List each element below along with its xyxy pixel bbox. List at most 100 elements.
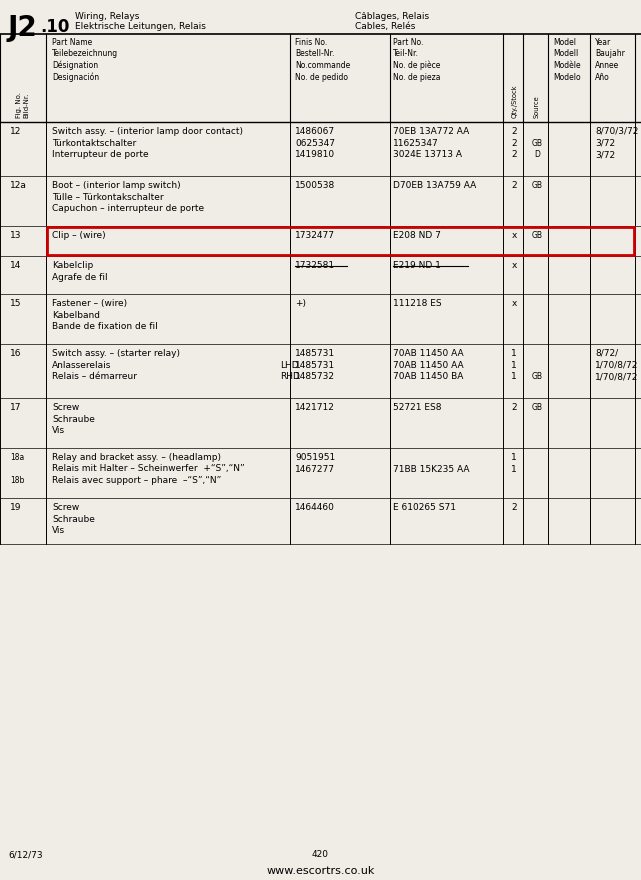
- Text: Teil-Nr.: Teil-Nr.: [393, 49, 419, 58]
- Text: 1486067: 1486067: [295, 127, 335, 136]
- Text: Relais mit Halter – Scheinwerfer  +“S”,“N”: Relais mit Halter – Scheinwerfer +“S”,“N…: [52, 465, 245, 473]
- Text: Part No.: Part No.: [393, 38, 423, 47]
- Text: Agrafe de fil: Agrafe de fil: [52, 273, 108, 282]
- Text: Bestell-Nr.: Bestell-Nr.: [295, 49, 335, 58]
- Text: .10: .10: [40, 18, 69, 36]
- Text: LHD: LHD: [280, 361, 299, 370]
- Text: Türkontaktschalter: Türkontaktschalter: [52, 138, 137, 148]
- Text: Boot – (interior lamp switch): Boot – (interior lamp switch): [52, 181, 181, 190]
- Text: GB: GB: [531, 372, 542, 381]
- Text: Relais avec support – phare  –“S”,“N”: Relais avec support – phare –“S”,“N”: [52, 476, 221, 485]
- Text: 1464460: 1464460: [295, 503, 335, 512]
- Text: 3/72: 3/72: [595, 138, 615, 148]
- Text: Désignation: Désignation: [52, 61, 98, 70]
- Text: Kabelclip: Kabelclip: [52, 261, 93, 270]
- Text: Screw: Screw: [52, 403, 79, 412]
- Text: www.escortrs.co.uk: www.escortrs.co.uk: [266, 866, 375, 876]
- Text: Modelo: Modelo: [553, 72, 581, 82]
- Text: 1: 1: [511, 361, 517, 370]
- Text: Switch assy. – (interior lamp door contact): Switch assy. – (interior lamp door conta…: [52, 127, 243, 136]
- Text: 12: 12: [10, 127, 21, 136]
- Text: Schraube: Schraube: [52, 414, 95, 423]
- Text: 12a: 12a: [10, 181, 27, 190]
- Text: Kabelband: Kabelband: [52, 311, 100, 319]
- Text: GB: GB: [531, 403, 542, 412]
- Text: 52721 ES8: 52721 ES8: [393, 403, 442, 412]
- Text: D70EB 13A759 AA: D70EB 13A759 AA: [393, 181, 476, 190]
- Text: 1419810: 1419810: [295, 150, 335, 159]
- Text: 1500538: 1500538: [295, 181, 335, 190]
- Text: Model: Model: [553, 38, 576, 47]
- Text: 18a: 18a: [10, 453, 24, 462]
- Text: E 610265 S71: E 610265 S71: [393, 503, 456, 512]
- Text: Switch assy. – (starter relay): Switch assy. – (starter relay): [52, 349, 180, 358]
- Text: No. de pedido: No. de pedido: [295, 72, 348, 82]
- Text: 420: 420: [312, 850, 329, 859]
- Text: Relais – démarreur: Relais – démarreur: [52, 372, 137, 381]
- Text: Interrupteur de porte: Interrupteur de porte: [52, 150, 149, 159]
- Text: 19: 19: [10, 503, 22, 512]
- Text: 3/72: 3/72: [595, 150, 615, 159]
- Text: 2: 2: [511, 181, 517, 190]
- Text: +): +): [295, 299, 306, 308]
- Text: Modell: Modell: [553, 49, 578, 58]
- Text: Fastener – (wire): Fastener – (wire): [52, 299, 127, 308]
- Text: 17: 17: [10, 403, 22, 412]
- Text: No. de pièce: No. de pièce: [393, 61, 440, 70]
- Text: Tülle – Türkontakschalter: Tülle – Türkontakschalter: [52, 193, 163, 202]
- Text: D: D: [534, 150, 540, 159]
- Text: 15: 15: [10, 299, 22, 308]
- Text: 2: 2: [511, 503, 517, 512]
- Text: 3024E 13713 A: 3024E 13713 A: [393, 150, 462, 159]
- Text: Cables, Relés: Cables, Relés: [355, 22, 415, 31]
- Text: 1485731: 1485731: [295, 349, 335, 358]
- Text: 2: 2: [511, 150, 517, 159]
- Text: Relay and bracket assy. – (headlamp): Relay and bracket assy. – (headlamp): [52, 453, 221, 462]
- Text: Year: Year: [595, 38, 612, 47]
- Text: 1: 1: [511, 465, 517, 473]
- Text: No. de pieza: No. de pieza: [393, 72, 440, 82]
- Text: 13: 13: [10, 231, 22, 240]
- Text: RHD: RHD: [280, 372, 300, 381]
- Text: Baujahr: Baujahr: [595, 49, 625, 58]
- Text: 6/12/73: 6/12/73: [8, 850, 42, 859]
- Text: E208 ND 7: E208 ND 7: [393, 231, 441, 240]
- Text: 70EB 13A772 AA: 70EB 13A772 AA: [393, 127, 469, 136]
- Text: Source: Source: [534, 95, 540, 118]
- Text: 14: 14: [10, 261, 21, 270]
- Text: 0625347: 0625347: [295, 138, 335, 148]
- Text: 1467277: 1467277: [295, 465, 335, 473]
- Text: 70AB 11450 AA: 70AB 11450 AA: [393, 361, 463, 370]
- Text: 1/70/8/72: 1/70/8/72: [595, 361, 638, 370]
- Text: Clip – (wire): Clip – (wire): [52, 231, 106, 240]
- Text: 2: 2: [511, 127, 517, 136]
- Text: Vis: Vis: [52, 526, 65, 535]
- Text: 1485731: 1485731: [295, 361, 335, 370]
- Text: Qty./Stock: Qty./Stock: [512, 84, 518, 118]
- Text: 111218 ES: 111218 ES: [393, 299, 442, 308]
- Text: 1/70/8/72: 1/70/8/72: [595, 372, 638, 381]
- Text: 1: 1: [511, 453, 517, 462]
- Text: 1485732: 1485732: [295, 372, 335, 381]
- Text: 8/72/: 8/72/: [595, 349, 618, 358]
- Text: Modèle: Modèle: [553, 61, 581, 70]
- Text: 16: 16: [10, 349, 22, 358]
- Text: Vis: Vis: [52, 426, 65, 435]
- Text: GB: GB: [531, 181, 542, 190]
- Text: Part Name: Part Name: [52, 38, 92, 47]
- Text: GB: GB: [531, 231, 542, 240]
- Text: Wiring, Relays: Wiring, Relays: [75, 12, 139, 21]
- Text: Teilebezeichnung: Teilebezeichnung: [52, 49, 118, 58]
- Text: Bande de fixation de fil: Bande de fixation de fil: [52, 322, 158, 331]
- Text: J2: J2: [8, 14, 38, 42]
- Text: x: x: [512, 261, 517, 270]
- Text: 2: 2: [511, 138, 517, 148]
- Text: 1421712: 1421712: [295, 403, 335, 412]
- Text: 1: 1: [511, 372, 517, 381]
- Text: 70AB 11450 BA: 70AB 11450 BA: [393, 372, 463, 381]
- Text: Screw: Screw: [52, 503, 79, 512]
- Text: 71BB 15K235 AA: 71BB 15K235 AA: [393, 465, 469, 473]
- Text: Finis No.: Finis No.: [295, 38, 328, 47]
- Text: 1732477: 1732477: [295, 231, 335, 240]
- Text: 1732581: 1732581: [295, 261, 335, 270]
